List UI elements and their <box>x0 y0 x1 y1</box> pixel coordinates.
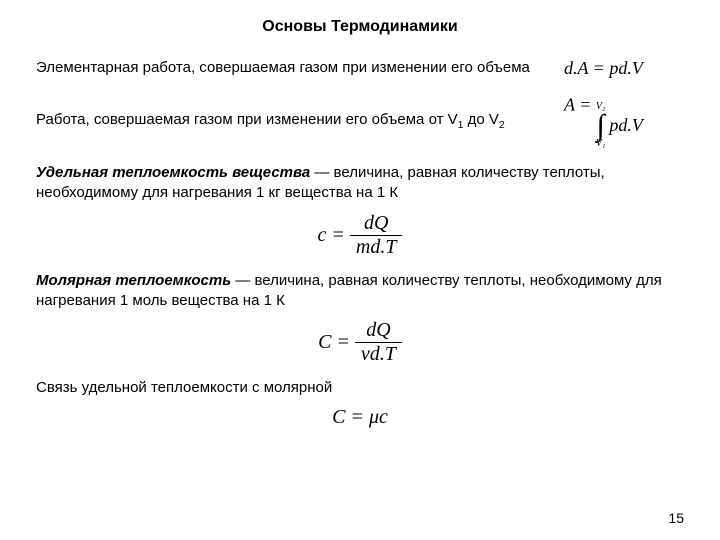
page-title: Основы Термодинамики <box>36 18 684 36</box>
row-elementary-work: Элементарная работа, совершаемая газом п… <box>36 58 684 79</box>
text-elementary-work: Элементарная работа, совершаемая газом п… <box>36 58 564 78</box>
text-work-v1-v2: Работа, совершаемая газом при изменении … <box>36 110 564 132</box>
def-specific-heat: Удельная теплоемкость вещества — величин… <box>36 163 684 204</box>
def-molar-heat: Молярная теплоемкость — величина, равная… <box>36 271 684 312</box>
formula-work-integral: A = V₂ ∫ V₁ pd.V <box>564 93 684 149</box>
row-work-v1-v2: Работа, совершаемая газом при изменении … <box>36 93 684 149</box>
formula-elementary-work: d.A = pd.V <box>564 58 684 79</box>
formula-molar-heat: C = dQνd.T <box>36 319 684 366</box>
def-relation: Связь удельной теплоемкости с молярной <box>36 378 684 398</box>
formula-relation: C = μc <box>36 406 684 429</box>
formula-specific-heat: c = dQmd.T <box>36 212 684 259</box>
page-number: 15 <box>668 510 684 526</box>
